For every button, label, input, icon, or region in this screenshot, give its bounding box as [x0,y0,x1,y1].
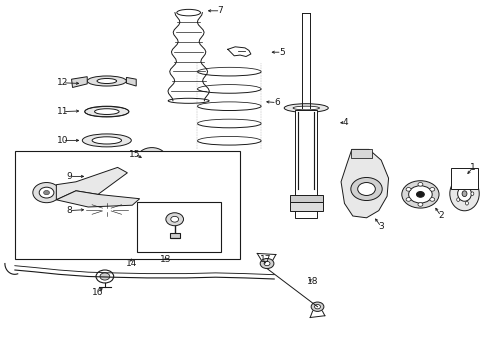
Ellipse shape [158,152,166,157]
Text: 4: 4 [343,118,348,127]
Ellipse shape [82,134,131,147]
Ellipse shape [284,104,328,112]
Text: 17: 17 [260,255,271,264]
Ellipse shape [457,186,460,190]
Text: 5: 5 [279,48,285,57]
Circle shape [96,270,114,283]
Text: 16: 16 [92,288,104,297]
Circle shape [418,183,423,186]
Circle shape [402,181,439,208]
Circle shape [260,258,274,269]
Circle shape [171,216,178,222]
Ellipse shape [471,192,474,195]
Ellipse shape [462,191,467,197]
Circle shape [409,186,432,203]
Circle shape [100,273,110,280]
Circle shape [44,190,49,195]
Text: 6: 6 [274,98,280,107]
Circle shape [137,148,167,169]
Text: 10: 10 [57,136,69,145]
Text: 12: 12 [57,78,69,87]
Bar [15,151,240,259]
Bar [137,202,220,252]
Ellipse shape [293,106,319,110]
Text: 13: 13 [160,256,172,264]
Text: 7: 7 [218,6,223,15]
Ellipse shape [82,202,131,217]
Text: 11: 11 [57,107,69,116]
Ellipse shape [97,78,117,84]
Bar [451,168,478,189]
Bar [290,195,323,202]
Text: 15: 15 [129,150,141,158]
Ellipse shape [177,9,200,16]
Ellipse shape [87,76,126,86]
Circle shape [406,198,411,201]
Circle shape [264,261,270,266]
Ellipse shape [104,175,110,178]
Polygon shape [56,191,140,207]
Bar [351,149,372,158]
Ellipse shape [98,167,116,170]
Ellipse shape [450,176,479,211]
Polygon shape [126,77,136,86]
Text: 18: 18 [307,277,318,286]
Ellipse shape [168,98,209,103]
Text: 1: 1 [470,163,476,172]
Circle shape [351,177,382,201]
Ellipse shape [85,106,129,117]
Polygon shape [72,77,87,87]
Ellipse shape [95,109,119,114]
Circle shape [166,213,183,226]
Bar [170,233,180,238]
Circle shape [418,203,423,206]
Circle shape [143,152,161,165]
Ellipse shape [457,198,460,201]
Polygon shape [92,168,122,183]
Circle shape [33,183,60,203]
Circle shape [311,302,324,311]
Ellipse shape [137,161,145,166]
Polygon shape [56,167,127,200]
Polygon shape [341,149,389,218]
Text: 14: 14 [125,259,137,268]
Text: 2: 2 [438,211,444,220]
Circle shape [406,188,411,191]
Ellipse shape [458,186,471,201]
Text: 9: 9 [67,172,73,181]
Bar [295,110,317,218]
Ellipse shape [92,137,122,144]
Circle shape [416,192,424,197]
Ellipse shape [466,182,468,186]
Ellipse shape [101,208,112,211]
Circle shape [358,183,375,195]
Circle shape [148,156,156,161]
Ellipse shape [96,206,118,213]
Circle shape [39,187,54,198]
Text: 8: 8 [67,206,73,215]
Ellipse shape [466,202,468,205]
Bar [290,202,323,211]
Circle shape [315,305,320,309]
Circle shape [430,198,435,201]
Circle shape [430,188,435,191]
Text: 3: 3 [378,222,384,231]
Ellipse shape [92,180,122,185]
